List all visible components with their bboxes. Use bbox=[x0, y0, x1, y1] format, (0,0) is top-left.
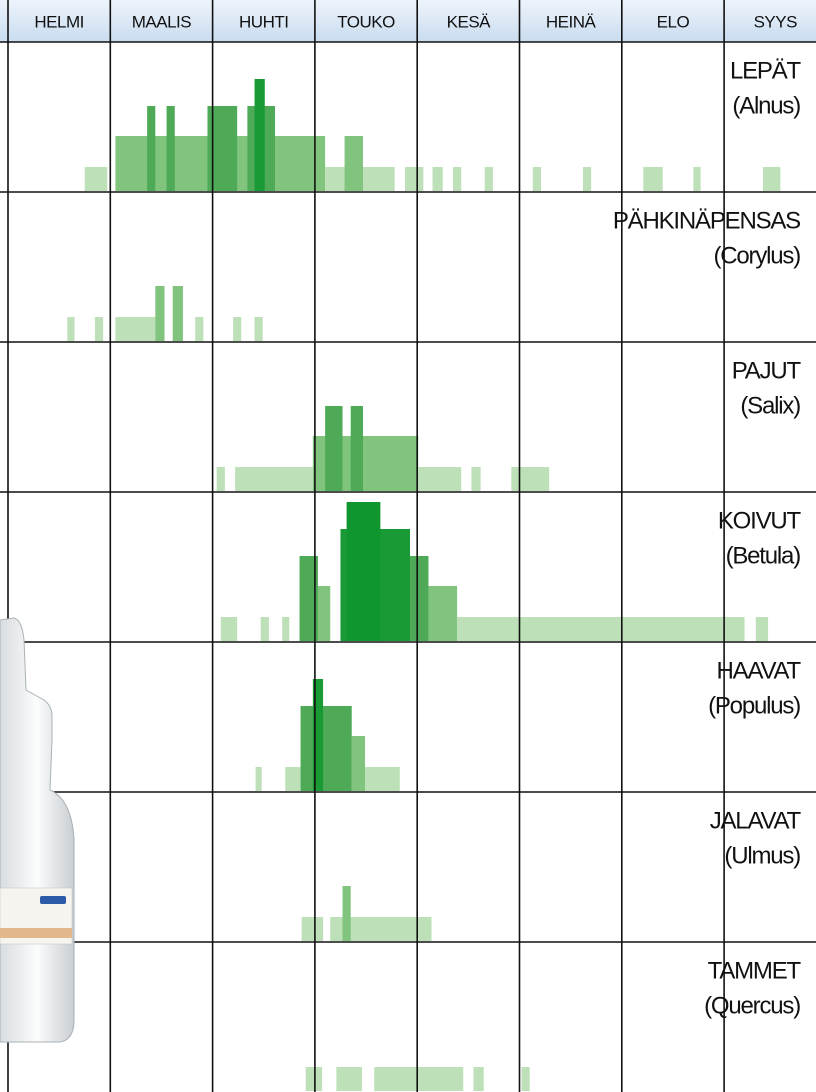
pollen-block bbox=[410, 556, 428, 641]
species-name: LEPÄT bbox=[730, 57, 802, 84]
species-name: PÄHKINÄPENSAS bbox=[613, 207, 800, 234]
header-band bbox=[0, 0, 816, 42]
pollen-block bbox=[256, 767, 262, 791]
pollen-block bbox=[255, 317, 263, 341]
pollen-block bbox=[418, 467, 461, 491]
species-latin: (Populus) bbox=[708, 692, 800, 719]
species-name: KOIVUT bbox=[718, 507, 802, 534]
pollen-block bbox=[155, 286, 164, 341]
species-name: HAAVAT bbox=[717, 657, 802, 684]
pollen-block bbox=[115, 317, 155, 341]
pollen-block bbox=[233, 317, 241, 341]
pollen-block bbox=[195, 317, 203, 341]
pollen-block bbox=[533, 167, 541, 191]
species-name: PAJUT bbox=[732, 357, 802, 384]
month-label: HUHTI bbox=[239, 12, 288, 31]
chart: HELMI MAALIS HUHTI TOUKO KESÄ HEINÄ ELO SYYS LEP… bbox=[0, 0, 816, 1092]
pollen-block bbox=[85, 167, 108, 191]
pollen-block bbox=[301, 706, 352, 791]
pollen-block bbox=[511, 467, 549, 491]
pollen-block bbox=[95, 317, 103, 341]
pollen-block bbox=[693, 167, 700, 191]
month-label: KESÄ bbox=[447, 12, 492, 31]
pollen-block bbox=[302, 917, 323, 941]
pollen-block bbox=[285, 767, 300, 791]
month-label: HEINÄ bbox=[546, 12, 597, 31]
pollen-block bbox=[167, 106, 175, 191]
species-latin: (Ulmus) bbox=[724, 842, 800, 869]
month-label: HELMI bbox=[34, 12, 83, 31]
species-latin: (Salix) bbox=[740, 392, 800, 419]
pollen-block bbox=[217, 467, 225, 491]
pollen-block bbox=[453, 167, 461, 191]
pollen-block bbox=[261, 617, 269, 641]
pollen-block bbox=[485, 167, 493, 191]
species-latin: (Alnus) bbox=[732, 92, 800, 119]
pollen-block bbox=[365, 167, 395, 191]
pollen-block bbox=[351, 406, 363, 491]
pollen-block bbox=[433, 167, 443, 191]
month-label: MAALIS bbox=[132, 12, 192, 31]
species-name: JALAVAT bbox=[710, 807, 802, 834]
pollen-block bbox=[147, 106, 155, 191]
pollen-block bbox=[235, 467, 313, 491]
pollen-block bbox=[428, 586, 457, 641]
pollen-block bbox=[347, 502, 381, 641]
pollen-block bbox=[345, 136, 363, 191]
pollen-block bbox=[67, 317, 74, 341]
pollen-block bbox=[221, 617, 237, 641]
pollen-block bbox=[318, 586, 330, 641]
pollen-block bbox=[306, 1067, 322, 1091]
month-label: ELO bbox=[657, 12, 690, 31]
month-label: SYYS bbox=[754, 12, 798, 31]
pollen-block bbox=[352, 736, 365, 791]
species-latin: (Betula) bbox=[726, 542, 801, 569]
pollen-block bbox=[457, 617, 744, 641]
pollen-block bbox=[374, 1067, 463, 1091]
pollen-block bbox=[173, 286, 183, 341]
species-name: TAMMET bbox=[708, 957, 802, 984]
nasal-spray-bottle bbox=[0, 618, 74, 1042]
pollen-block bbox=[756, 617, 768, 641]
species-latin: (Corylus) bbox=[713, 242, 800, 269]
month-label: TOUKO bbox=[337, 12, 395, 31]
pollen-block bbox=[343, 886, 351, 941]
pollen-block bbox=[255, 79, 265, 191]
pollen-block bbox=[336, 1067, 362, 1091]
pollen-block bbox=[763, 167, 780, 191]
pollen-block bbox=[282, 617, 289, 641]
pollen-block bbox=[405, 167, 423, 191]
pollen-block bbox=[643, 167, 662, 191]
species-latin: (Quercus) bbox=[704, 992, 800, 1019]
page: {"chart_data": {"type": "pollen-calendar… bbox=[0, 0, 816, 1092]
pollen-block bbox=[583, 167, 591, 191]
pollen-block bbox=[471, 467, 480, 491]
pollen-block bbox=[325, 406, 342, 491]
pollen-block bbox=[522, 1067, 530, 1091]
pollen-block bbox=[473, 1067, 483, 1091]
pollen-block bbox=[365, 767, 400, 791]
